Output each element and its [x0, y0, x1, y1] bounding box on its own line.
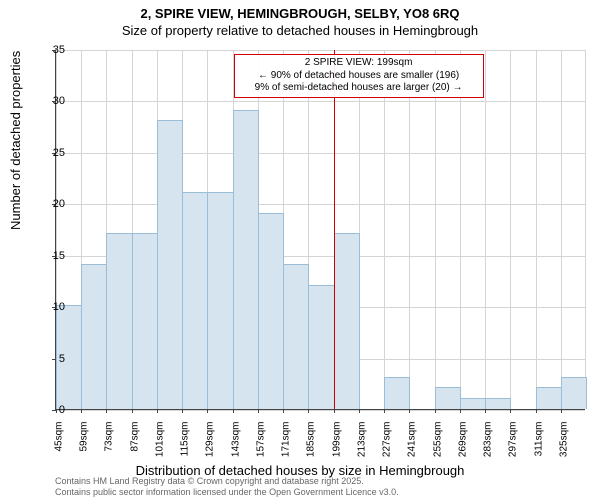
histogram-bar	[81, 264, 107, 409]
histogram-bar	[308, 285, 334, 409]
callout-line3: 9% of semi-detached houses are larger (2…	[241, 82, 477, 95]
x-tick-label: 297sqm	[508, 422, 519, 482]
histogram-bar	[460, 398, 486, 409]
x-tick-label: 227sqm	[382, 422, 393, 482]
y-tick-label: 5	[35, 353, 65, 365]
x-tick-label: 255sqm	[432, 422, 443, 482]
y-tick-label: 0	[35, 404, 65, 416]
page-title-line2: Size of property relative to detached ho…	[0, 23, 600, 38]
x-tick-label: 241sqm	[407, 422, 418, 482]
x-tick-label: 129sqm	[205, 422, 216, 482]
histogram-bar	[233, 110, 259, 409]
histogram-bar	[258, 213, 284, 409]
histogram-bar	[207, 192, 233, 409]
histogram-bar	[157, 120, 183, 409]
x-tick-label: 143sqm	[230, 422, 241, 482]
x-tick-label: 157sqm	[255, 422, 266, 482]
x-tick-label: 171sqm	[281, 422, 292, 482]
property-marker-line	[334, 50, 335, 409]
x-tick-label: 283sqm	[483, 422, 494, 482]
histogram-bar	[384, 377, 410, 409]
x-tick-label: 45sqm	[54, 422, 65, 482]
callout-line1: 2 SPIRE VIEW: 199sqm	[241, 57, 477, 70]
y-tick-label: 20	[35, 198, 65, 210]
x-tick-label: 115sqm	[180, 422, 191, 482]
histogram-chart: 2 SPIRE VIEW: 199sqm← 90% of detached ho…	[55, 50, 585, 410]
callout-box: 2 SPIRE VIEW: 199sqm← 90% of detached ho…	[234, 54, 484, 98]
histogram-bar	[485, 398, 511, 409]
x-tick-label: 199sqm	[331, 422, 342, 482]
histogram-bar	[435, 387, 461, 409]
y-tick-label: 35	[35, 44, 65, 56]
x-tick-label: 325sqm	[558, 422, 569, 482]
histogram-bar	[561, 377, 587, 409]
histogram-bar	[283, 264, 309, 409]
histogram-bar	[132, 233, 158, 409]
x-tick-label: 87sqm	[129, 422, 140, 482]
x-tick-label: 185sqm	[306, 422, 317, 482]
y-tick-label: 25	[35, 147, 65, 159]
histogram-bar	[182, 192, 208, 409]
histogram-bar	[106, 233, 132, 409]
callout-line2: ← 90% of detached houses are smaller (19…	[241, 70, 477, 83]
page-title-line1: 2, SPIRE VIEW, HEMINGBROUGH, SELBY, YO8 …	[0, 6, 600, 21]
y-tick-label: 15	[35, 250, 65, 262]
x-tick-label: 101sqm	[154, 422, 165, 482]
footer-line2: Contains public sector information licen…	[55, 487, 399, 498]
histogram-bar	[334, 233, 360, 409]
x-tick-label: 311sqm	[533, 422, 544, 482]
x-tick-label: 269sqm	[457, 422, 468, 482]
histogram-bar	[536, 387, 562, 409]
x-tick-label: 213sqm	[356, 422, 367, 482]
y-tick-label: 10	[35, 301, 65, 313]
x-tick-label: 59sqm	[79, 422, 90, 482]
x-tick-label: 73sqm	[104, 422, 115, 482]
y-tick-label: 30	[35, 95, 65, 107]
y-axis-label: Number of detached properties	[8, 51, 23, 230]
